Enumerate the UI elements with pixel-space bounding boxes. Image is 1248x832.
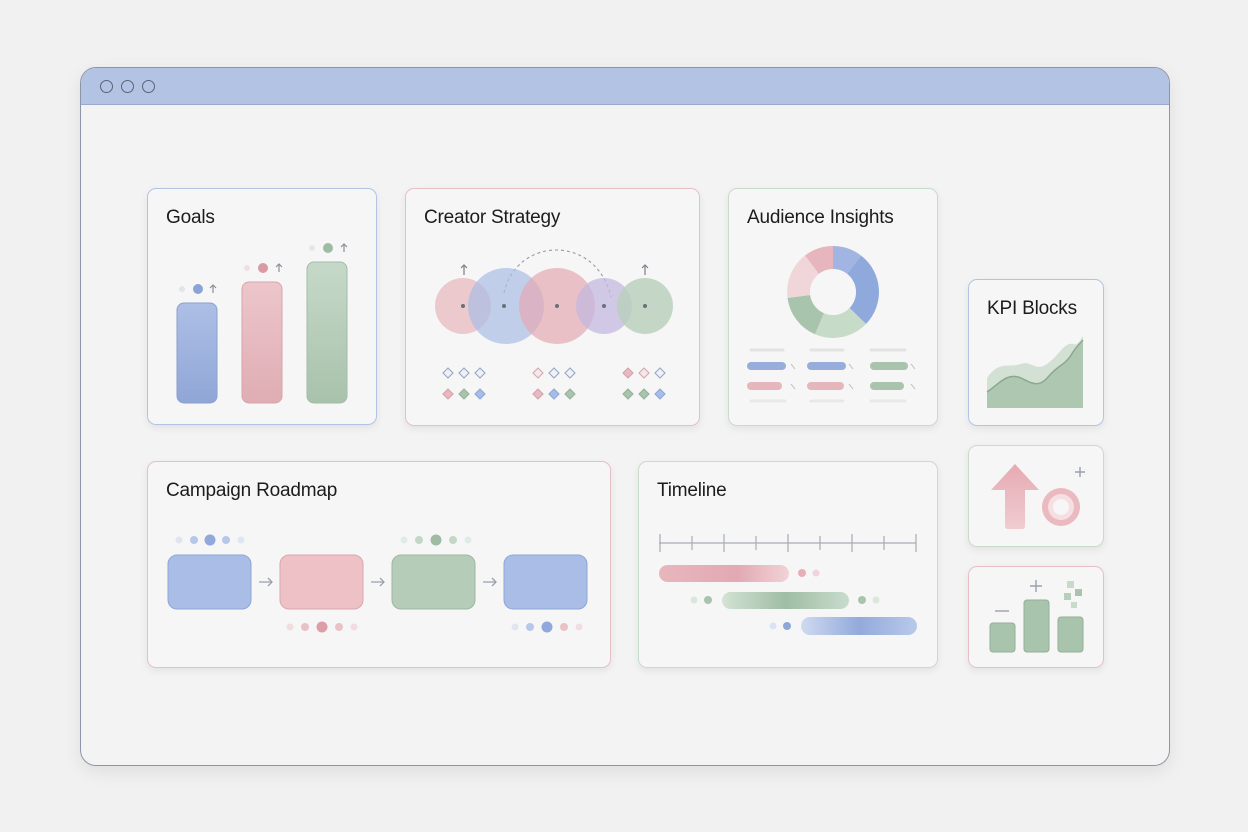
kpi-blocks-card[interactable]: KPI Blocks [968,279,1104,426]
arrow-up-target-icon [991,464,1085,529]
audience-insights-title: Audience Insights [747,207,894,228]
campaign-roadmap-card[interactable]: Campaign Roadmap [147,461,611,668]
bar-chart-icon [176,243,348,404]
metrics-kpi-tile[interactable] [968,566,1104,668]
minimize-window-button[interactable] [121,80,134,93]
area-chart-icon [986,336,1084,408]
goals-card[interactable]: Goals [147,188,377,425]
timeline-title: Timeline [657,480,727,501]
mini-bars-icon [989,580,1084,653]
kpi-blocks-title: KPI Blocks [987,298,1077,319]
growth-kpi-tile[interactable] [968,445,1104,547]
creator-strategy-card[interactable]: Creator Strategy [405,188,700,426]
window-titlebar [81,68,1169,105]
donut-chart-icon [747,246,916,403]
venn-circles-icon [435,249,673,400]
campaign-roadmap-title: Campaign Roadmap [166,480,338,501]
gantt-icon [659,534,917,635]
flow-steps-icon [167,534,588,633]
close-window-button[interactable] [100,80,113,93]
timeline-card[interactable]: Timeline [638,461,938,668]
maximize-window-button[interactable] [142,80,155,93]
goals-title: Goals [166,207,215,228]
audience-insights-card[interactable]: Audience Insights [728,188,938,426]
creator-strategy-title: Creator Strategy [424,207,561,228]
